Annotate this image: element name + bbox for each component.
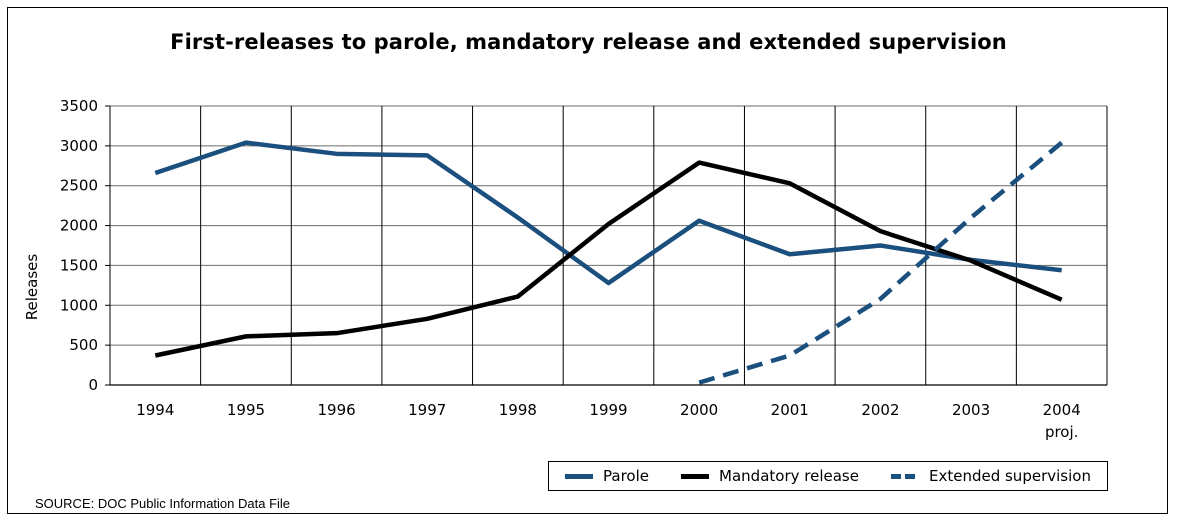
- y-tick-label: 0: [88, 376, 98, 394]
- y-tick-label: 500: [69, 336, 98, 354]
- y-tick-label: 3500: [60, 97, 98, 115]
- x-tick-label: 2003: [952, 401, 990, 419]
- x-tick-label: 1997: [408, 401, 446, 419]
- legend-item-extended: Extended supervision: [890, 467, 1091, 485]
- legend-label-parole: Parole: [603, 467, 649, 485]
- x-tick-label: 2004: [1043, 401, 1081, 419]
- legend-swatch-mandatory: [681, 473, 710, 479]
- legend-label-extended: Extended supervision: [928, 467, 1091, 485]
- legend: Parole Mandatory release Extended superv…: [548, 461, 1108, 491]
- series-line-mandatory-release: [154, 160, 1063, 358]
- series-line-extended-supervision: [698, 140, 1064, 385]
- legend-item-mandatory: Mandatory release: [681, 467, 859, 485]
- y-tick-label: 3000: [60, 137, 98, 155]
- y-tick-label: 2000: [60, 217, 98, 235]
- chart-title: First-releases to parole, mandatory rele…: [170, 30, 1007, 54]
- series-line-parole: [154, 140, 1062, 286]
- y-axis-label: Releases: [23, 254, 41, 321]
- legend-item-parole: Parole: [565, 467, 649, 485]
- x-tick-label: 1994: [136, 401, 174, 419]
- legend-label-mandatory: Mandatory release: [719, 467, 859, 485]
- y-tick-label: 2500: [60, 177, 98, 195]
- source-note: SOURCE: DOC Public Information Data File: [35, 496, 291, 511]
- x-tick-label: 2000: [680, 401, 718, 419]
- legend-swatch-parole: [565, 473, 594, 479]
- grid: [105, 105, 1108, 386]
- x-tick-label: 1998: [499, 401, 537, 419]
- x-tick-label: 1996: [317, 401, 355, 419]
- legend-swatch-extended: [890, 473, 919, 479]
- x-tick-label: 2001: [771, 401, 809, 419]
- x-tick-sublabel: proj.: [1045, 423, 1078, 441]
- x-tick-label: 1995: [227, 401, 265, 419]
- x-tick-label: 2002: [861, 401, 899, 419]
- axis-ticks: 0 500 1000 1500 2000 2500 3000 3500 1994 1995 1996…: [60, 97, 1081, 441]
- series-lines: [154, 140, 1064, 385]
- x-tick-label: 1999: [589, 401, 627, 419]
- y-tick-label: 1500: [60, 256, 98, 274]
- y-tick-label: 1000: [60, 296, 98, 314]
